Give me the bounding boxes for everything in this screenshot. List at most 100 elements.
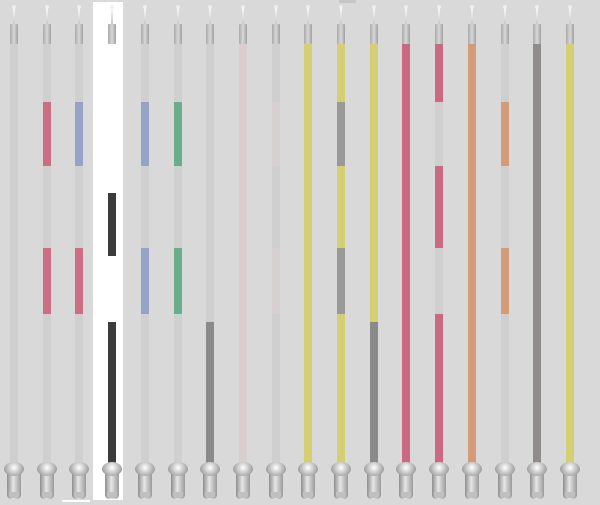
strand-rod[interactable] (10, 44, 18, 468)
color-segment-black (108, 193, 116, 256)
spool-base-icon[interactable] (102, 462, 122, 500)
strand-cap (435, 24, 443, 44)
color-segment-faint (272, 248, 280, 314)
spool-base-icon[interactable] (200, 462, 220, 500)
strand-11[interactable] (327, 0, 355, 505)
needle-icon (209, 6, 211, 28)
spool-ring (298, 462, 318, 476)
spool-foot (303, 492, 313, 498)
spool-foot (336, 492, 346, 498)
needle-tip-icon (176, 5, 180, 9)
spool-base-icon[interactable] (429, 462, 449, 500)
strand-rod[interactable] (272, 44, 280, 468)
strand-13[interactable] (392, 0, 420, 505)
strand-rod[interactable] (108, 44, 116, 468)
strand-1[interactable] (0, 0, 28, 505)
strand-rod[interactable] (174, 44, 182, 468)
strand-5[interactable] (131, 0, 159, 505)
top-tab[interactable] (339, 0, 356, 3)
spool-base-icon[interactable] (560, 462, 580, 500)
spool-ring (266, 462, 286, 476)
strand-rod[interactable] (141, 44, 149, 468)
spool-foot (74, 492, 84, 498)
needle-tip-icon (404, 5, 408, 9)
needle-icon (177, 6, 179, 28)
strand-3[interactable] (65, 0, 93, 505)
strand-17[interactable] (523, 0, 551, 505)
spool-base-icon[interactable] (135, 462, 155, 500)
spool-foot (42, 492, 52, 498)
needle-tip-icon (110, 5, 114, 9)
color-segment-green (174, 248, 182, 314)
needle-tip-icon (12, 5, 16, 9)
spool-base-icon[interactable] (495, 462, 515, 500)
color-segment-green (174, 102, 182, 166)
spool-ring (4, 462, 24, 476)
strand-rod[interactable] (75, 44, 83, 468)
strand-rod[interactable] (206, 44, 214, 468)
color-segment-crimson (435, 166, 443, 248)
strand-rod[interactable] (370, 44, 378, 468)
strand-4[interactable] (98, 0, 126, 505)
spool-foot (401, 492, 411, 498)
strand-rod[interactable] (501, 44, 509, 468)
strand-14[interactable] (425, 0, 453, 505)
spool-base-icon[interactable] (4, 462, 24, 500)
needle-tip-icon (470, 5, 474, 9)
strand-rod[interactable] (43, 44, 51, 468)
strand-rod[interactable] (402, 44, 410, 468)
strand-rod[interactable] (239, 44, 247, 468)
strand-8[interactable] (229, 0, 257, 505)
spool-base-icon[interactable] (527, 462, 547, 500)
spool-base-icon[interactable] (266, 462, 286, 500)
strand-2[interactable] (33, 0, 61, 505)
strand-9[interactable] (262, 0, 290, 505)
strand-12[interactable] (360, 0, 388, 505)
strand-10[interactable] (294, 0, 322, 505)
color-segment-yellow (304, 44, 312, 468)
spool-base-icon[interactable] (168, 462, 188, 500)
strand-cap (304, 24, 312, 44)
color-segment-dark (370, 322, 378, 468)
strand-rod[interactable] (337, 44, 345, 468)
color-segment-blue (141, 102, 149, 166)
needle-icon (536, 6, 538, 28)
spool-base-icon[interactable] (396, 462, 416, 500)
spool-base-icon[interactable] (298, 462, 318, 500)
strand-rod[interactable] (566, 44, 574, 468)
spool-base-icon[interactable] (233, 462, 253, 500)
needle-tip-icon (77, 5, 81, 9)
spool-base-icon[interactable] (364, 462, 384, 500)
spool-base-icon[interactable] (37, 462, 57, 500)
needle-tip-icon (503, 5, 507, 9)
needle-tip-icon (274, 5, 278, 9)
strand-15[interactable] (458, 0, 486, 505)
strand-cap (43, 24, 51, 44)
strand-rod[interactable] (304, 44, 312, 468)
needle-icon (504, 6, 506, 28)
strand-16[interactable] (491, 0, 519, 505)
strand-6[interactable] (164, 0, 192, 505)
needle-icon (373, 6, 375, 28)
selection-underline (62, 500, 90, 502)
strand-rod[interactable] (533, 44, 541, 468)
strand-cap (174, 24, 182, 44)
strand-cap (566, 24, 574, 44)
spool-foot (140, 492, 150, 498)
color-segment-pink (43, 248, 51, 314)
strand-18[interactable] (556, 0, 584, 505)
spool-base-icon[interactable] (69, 462, 89, 500)
spool-ring (462, 462, 482, 476)
color-segment-midgray (337, 248, 345, 314)
needle-tip-icon (372, 5, 376, 9)
strand-7[interactable] (196, 0, 224, 505)
strand-rod[interactable] (435, 44, 443, 468)
spool-base-icon[interactable] (331, 462, 351, 500)
color-segment-white (108, 44, 116, 193)
color-segment-orange (501, 248, 509, 314)
strand-rod[interactable] (468, 44, 476, 468)
spool-ring (331, 462, 351, 476)
spool-base-icon[interactable] (462, 462, 482, 500)
needle-icon (275, 6, 277, 28)
spool-foot (9, 492, 19, 498)
